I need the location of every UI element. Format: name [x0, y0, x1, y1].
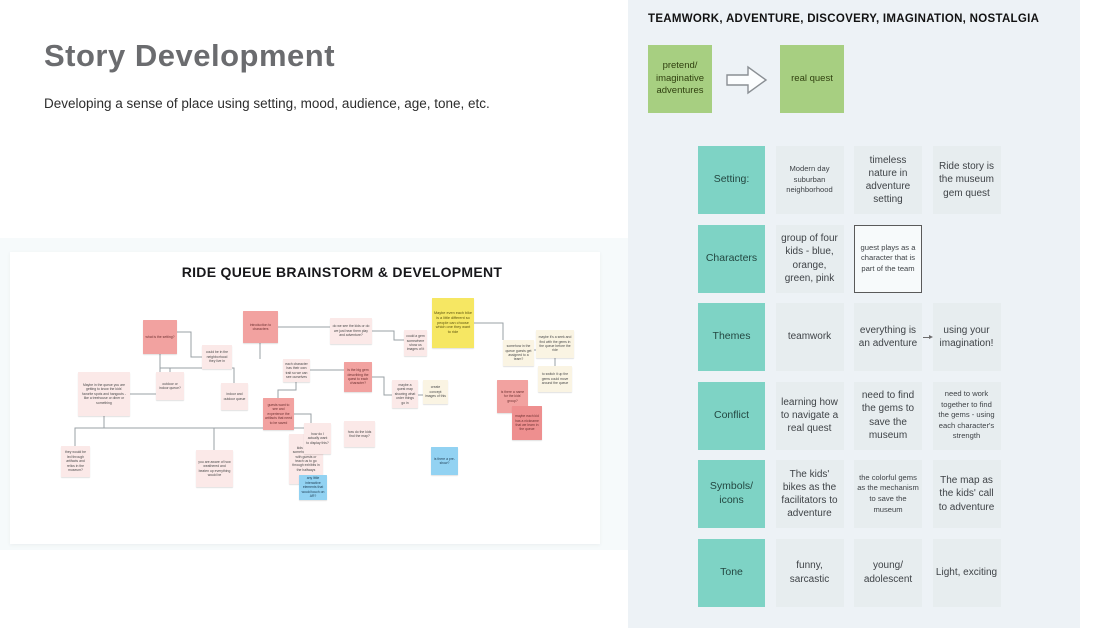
- sticky-note: maybe each kid has a nickname that we le…: [512, 406, 542, 440]
- table-cell: funny, sarcastic: [775, 538, 844, 607]
- page-subtitle: Developing a sense of place using settin…: [44, 96, 490, 111]
- table-row: Tone funny, sarcastic young/ adolescent Lig…: [698, 538, 1001, 607]
- sticky-note: guests want to see and experience the ar…: [263, 398, 294, 430]
- table-cell: young/ adolescent: [854, 538, 922, 607]
- table-row: Themes teamwork everything is an adventure…: [698, 303, 1001, 371]
- sticky-note: how do I actually want to display this?: [304, 423, 331, 454]
- sticky-note: how do the kids find the map?: [344, 421, 375, 447]
- row-label: Setting:: [698, 146, 765, 214]
- row-label: Themes: [698, 303, 765, 371]
- sticky-note: Maybe in the queue you are getting to kn…: [78, 372, 130, 416]
- sticky-note: you are aware of how weathered and beate…: [196, 450, 233, 487]
- table-row: Conflict learning how to navigate a real …: [698, 381, 1001, 450]
- row-label: Tone: [698, 538, 765, 607]
- table-cell: need to work together to find the gems -…: [932, 381, 1001, 450]
- table-cell: timeless nature in adventure setting: [854, 146, 922, 214]
- sticky-note: Maybe even each bike is a little differe…: [432, 298, 474, 348]
- intro-card: Story Development Developing a sense of …: [0, 0, 628, 238]
- sticky-note: introduction to characters: [243, 311, 278, 343]
- table-row: Symbols/ icons The kids' bikes as the fac…: [698, 460, 1001, 528]
- table-cell: The map as the kids' call to adventure: [932, 460, 1001, 528]
- row-label: Conflict: [698, 381, 765, 450]
- table-cell: the colorful gems as the mechanism to sa…: [854, 460, 922, 528]
- row-label: Characters: [698, 224, 765, 293]
- sticky-note: is there a pre-show?: [431, 447, 458, 475]
- sticky-note: any little interactive elements that wou…: [299, 475, 327, 500]
- brainstorm-section: RIDE QUEUE BRAINSTORM & DEVELOPMENT: [0, 238, 628, 550]
- table-cell: everything is an adventure: [854, 303, 922, 371]
- sticky-note: outdoor or indoor queue?: [156, 372, 184, 400]
- right-panel: TEAMWORK, ADVENTURE, DISCOVERY, IMAGINAT…: [628, 0, 1080, 628]
- table-cell: need to find the gems to save the museum: [854, 381, 922, 450]
- row-label: Symbols/ icons: [698, 460, 765, 528]
- sticky-note: to switch it up the gems could move arou…: [538, 366, 572, 392]
- table-cell: using your imagination!: [922, 303, 1001, 371]
- table-cell: The kids' bikes as the facilitators to a…: [775, 460, 844, 528]
- sticky-note: what is the setting?: [143, 320, 177, 354]
- sticky-note: each character has their own trait so we…: [283, 359, 310, 382]
- flow-box-from: pretend/ imaginative adventures: [648, 45, 712, 113]
- sticky-note: create concept images of this: [423, 380, 448, 404]
- table-row: Setting: Modern day suburban neighborhood…: [698, 146, 1001, 214]
- brainstorm-card: RIDE QUEUE BRAINSTORM & DEVELOPMENT: [10, 252, 600, 544]
- sticky-note: is the big gem describing the quest to e…: [344, 362, 372, 392]
- sticky-note: maybe it's a seek and find with the gems…: [536, 330, 574, 358]
- table-cell: learning how to navigate a real quest: [775, 381, 844, 450]
- sticky-note-layer: what is the setting? could be in the neig…: [10, 252, 600, 544]
- table-cell: group of four kids - blue, orange, green…: [775, 224, 844, 293]
- table-cell: guest plays as a character that is part …: [854, 224, 922, 293]
- table-cell: teamwork: [775, 303, 844, 371]
- table-row: Characters group of four kids - blue, ora…: [698, 224, 1001, 293]
- flow-box-to: real quest: [780, 45, 844, 113]
- table-cell: Light, exciting: [932, 538, 1001, 607]
- brainstorm-title: RIDE QUEUE BRAINSTORM & DEVELOPMENT: [181, 264, 503, 280]
- sticky-note: indoor and outdoor queue: [221, 383, 248, 410]
- sticky-note: do we see the kids or do we just hear th…: [330, 318, 372, 344]
- table-cell: Ride story is the museum gem quest: [932, 146, 1001, 214]
- page-title: Story Development: [44, 38, 336, 73]
- sticky-note: somehow in the queue guests get assigned…: [503, 340, 534, 366]
- sticky-note: maybe a quest map showing what order thi…: [392, 380, 418, 408]
- sticky-note: could a gem somewhere show us images of …: [404, 330, 427, 356]
- sticky-note: they would be led through artifacts and …: [61, 446, 90, 477]
- table-cell: Modern day suburban neighborhood: [775, 146, 844, 214]
- themes-header: TEAMWORK, ADVENTURE, DISCOVERY, IMAGINAT…: [648, 13, 1040, 25]
- sticky-note: could be in the neighborhood they live i…: [202, 345, 232, 369]
- story-elements-table: Setting: Modern day suburban neighborhood…: [698, 146, 1001, 607]
- right-arrow-icon: [726, 65, 768, 95]
